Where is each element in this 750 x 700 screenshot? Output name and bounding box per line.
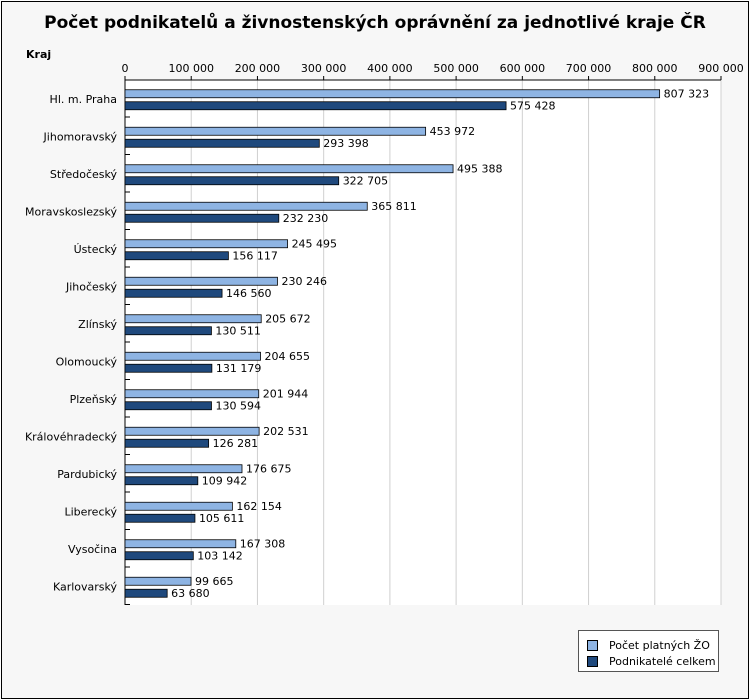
- data-label-series-1: 202 531: [263, 425, 309, 438]
- bar-series-1: [124, 539, 237, 549]
- category-label: Moravskoslezský: [25, 205, 117, 218]
- bar-series-1: [124, 239, 288, 249]
- bar-series-2: [124, 288, 223, 298]
- bar-series-2: [124, 326, 212, 336]
- data-label-series-2: 156 117: [232, 249, 278, 262]
- legend-swatch-series-2: [587, 656, 598, 667]
- legend-label-series-1: Počet platných ŽO: [609, 639, 710, 652]
- data-label-series-2: 293 398: [323, 137, 369, 150]
- data-label-series-2: 126 281: [213, 437, 259, 450]
- bar-series-1: [124, 426, 260, 436]
- bar-series-2: [124, 363, 213, 373]
- data-label-series-1: 167 308: [240, 537, 286, 550]
- bar-series-2: [124, 438, 210, 448]
- x-tick-label: 100 000: [168, 62, 214, 75]
- bar-series-1: [124, 351, 261, 361]
- data-label-series-1: 99 665: [195, 575, 234, 588]
- bar-series-2: [124, 401, 212, 411]
- data-label-series-1: 453 972: [430, 125, 476, 138]
- data-label-series-1: 205 672: [265, 312, 311, 325]
- data-label-series-2: 63 680: [171, 587, 210, 600]
- bar-series-1: [124, 464, 243, 474]
- chart-title: Počet podnikatelů a živnostenských opráv…: [44, 13, 706, 33]
- data-label-series-1: 807 323: [664, 87, 710, 100]
- category-label: Hl. m. Praha: [50, 93, 117, 106]
- bar-series-2: [124, 138, 320, 148]
- bar-series-1: [124, 126, 427, 136]
- x-tick-label: 500 000: [433, 62, 479, 75]
- category-label: Pardubický: [57, 468, 117, 481]
- data-label-series-2: 130 594: [215, 399, 260, 412]
- data-label-series-2: 322 705: [343, 174, 389, 187]
- data-label-series-2: 232 230: [283, 212, 329, 225]
- category-label: Zlínský: [78, 318, 117, 331]
- x-tick-label: 300 000: [301, 62, 347, 75]
- data-label-series-1: 495 388: [457, 162, 503, 175]
- category-label: Plzeňský: [70, 393, 118, 406]
- y-axis-title: Kraj: [26, 48, 52, 61]
- x-tick-label: 800 000: [632, 62, 678, 75]
- category-label: Ústecký: [74, 243, 118, 256]
- legend-label-series-2: Podnikatelé celkem: [609, 655, 716, 668]
- category-label: Liberecký: [64, 505, 117, 518]
- bar-series-1: [124, 89, 661, 99]
- bar-series-2: [124, 176, 340, 186]
- data-label-series-2: 109 942: [202, 474, 248, 487]
- bar-series-2: [124, 213, 280, 223]
- bar-series-1: [124, 276, 278, 286]
- x-tick-label: 600 000: [500, 62, 546, 75]
- data-label-series-2: 105 611: [199, 512, 245, 525]
- category-label: Středočeský: [50, 168, 118, 181]
- bar-series-1: [124, 314, 262, 324]
- data-label-series-2: 103 142: [197, 549, 243, 562]
- bar-series-2: [124, 101, 507, 111]
- category-label: Karlovarský: [53, 580, 118, 593]
- data-label-series-1: 245 495: [292, 237, 338, 250]
- bar-series-2: [124, 476, 199, 486]
- data-label-series-2: 130 511: [215, 324, 261, 337]
- data-label-series-1: 204 655: [265, 350, 311, 363]
- data-label-series-1: 201 944: [263, 387, 309, 400]
- data-label-series-1: 365 811: [371, 200, 417, 213]
- x-tick-label: 700 000: [566, 62, 612, 75]
- data-label-series-1: 230 246: [281, 275, 327, 288]
- category-label: Jihočeský: [65, 280, 118, 293]
- legend: Počet platných ŽO Podnikatelé celkem: [578, 630, 719, 672]
- legend-swatch-series-1: [587, 640, 598, 651]
- bar-series-1: [124, 164, 454, 174]
- data-label-series-1: 162 154: [236, 500, 282, 513]
- category-label: Královéhradecký: [25, 430, 118, 443]
- x-tick-label: 400 000: [367, 62, 413, 75]
- bar-series-1: [124, 576, 192, 586]
- category-label: Vysočina: [68, 543, 117, 556]
- data-label-series-2: 575 428: [510, 99, 556, 112]
- bar-series-2: [124, 513, 196, 523]
- bar-series-1: [124, 501, 233, 511]
- data-label-series-1: 176 675: [246, 462, 292, 475]
- data-label-series-2: 131 179: [216, 362, 261, 375]
- x-tick-label: 900 000: [698, 62, 744, 75]
- x-tick-label: 0: [122, 62, 129, 75]
- bar-series-2: [124, 251, 229, 261]
- category-label: Jihomoravský: [43, 130, 118, 143]
- bar-series-1: [124, 389, 260, 399]
- bar-series-1: [124, 201, 368, 211]
- plot-area: [125, 80, 721, 605]
- bar-series-2: [124, 588, 168, 598]
- category-label: Olomoucký: [56, 355, 118, 368]
- bar-series-2: [124, 551, 194, 561]
- x-tick-label: 200 000: [235, 62, 281, 75]
- data-label-series-2: 146 560: [226, 287, 272, 300]
